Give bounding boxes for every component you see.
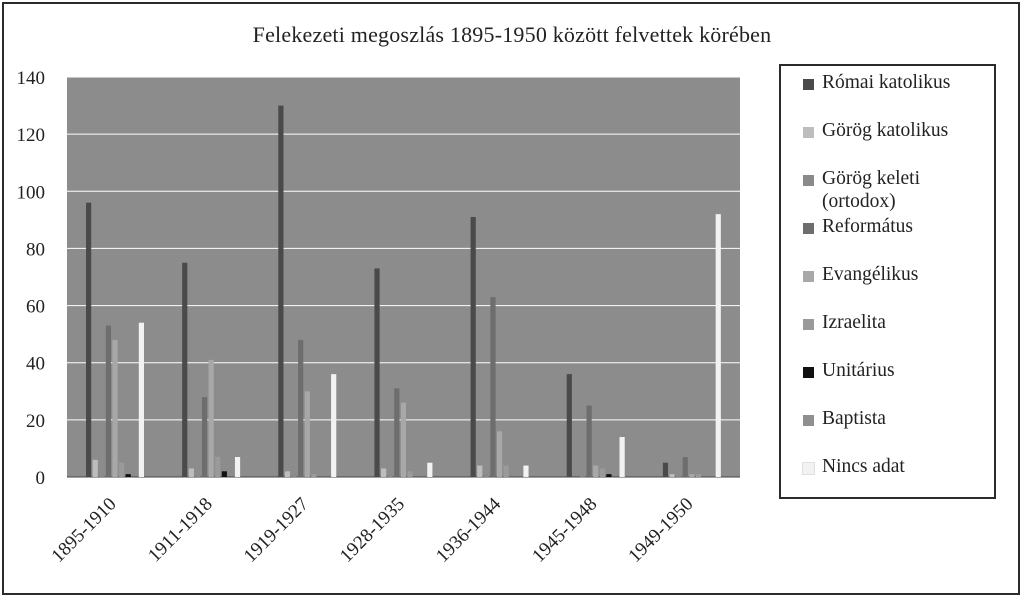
bar-evang-likus [208, 359, 214, 477]
x-tick-label: 1895-1910 [48, 494, 121, 567]
y-tick-label: 100 [17, 182, 46, 203]
bar-evang-likus [593, 465, 599, 477]
bar-evang-likus [496, 431, 503, 477]
legend-swatch [803, 175, 814, 186]
bar-reform-tus [298, 339, 304, 477]
x-tick-label: 1949-1950 [624, 494, 697, 567]
legend-label: Görög keleti (ortodox) [822, 168, 921, 212]
legend: Római katolikus Görög katolikus Görög kele… [779, 64, 996, 499]
legend-swatch [803, 127, 814, 138]
y-tick-label: 0 [36, 468, 46, 489]
bar-reform-tus [201, 397, 208, 477]
legend-label: Görög katolikus [822, 120, 949, 141]
y-tick-label: 80 [26, 239, 45, 260]
bar-g-r-g-keleti-ortodox- [291, 474, 297, 477]
y-tick-label: 120 [17, 125, 46, 146]
y-tick-label: 140 [17, 68, 46, 89]
bar-evang-likus [689, 474, 695, 477]
bar-nincs-adat [427, 462, 433, 477]
bar-r-mai-katolikus [182, 262, 188, 477]
bar-evang-likus [112, 339, 118, 477]
bar-r-mai-katolikus [470, 217, 476, 477]
x-tick-label: 1945-1948 [528, 494, 601, 567]
bar-izraelita [119, 462, 125, 477]
x-tick-label: 1928-1935 [336, 494, 409, 567]
bar-g-r-g-katolikus [477, 465, 483, 477]
legend-swatch [803, 319, 814, 330]
bar-g-r-g-keleti-ortodox- [676, 474, 682, 477]
bar-g-r-g-katolikus [381, 468, 387, 477]
bar-nincs-adat [234, 457, 241, 477]
x-tick-label: 1911-1918 [144, 494, 217, 567]
legend-label: Római katolikus [822, 72, 951, 93]
bar-reform-tus [490, 297, 496, 477]
y-tick-label: 20 [26, 411, 45, 432]
bar-r-mai-katolikus [566, 374, 572, 477]
bar-r-mai-katolikus [86, 202, 92, 477]
x-tick-label: 1936-1944 [432, 493, 505, 566]
bar-unit-rius [125, 474, 131, 477]
bar-izraelita [503, 465, 509, 477]
legend-label: Nincs adat [822, 456, 905, 477]
bar-r-mai-katolikus [374, 268, 380, 477]
bar-izraelita [695, 474, 702, 477]
bar-g-r-g-katolikus [92, 459, 98, 477]
bar-evang-likus [304, 391, 310, 477]
bar-izraelita [407, 471, 413, 477]
bar-nincs-adat [619, 437, 625, 477]
bar-g-r-g-keleti-ortodox- [579, 474, 586, 477]
legend-swatch [803, 415, 814, 426]
bar-unit-rius [606, 474, 612, 477]
bar-g-r-g-katolikus [284, 471, 291, 477]
bar-nincs-adat [523, 465, 529, 477]
legend-swatch [803, 367, 814, 378]
bar-izraelita [599, 468, 605, 477]
bar-g-r-g-keleti-ortodox- [99, 474, 105, 477]
legend-swatch [803, 271, 814, 282]
bar-nincs-adat [331, 374, 337, 477]
bar-r-mai-katolikus [662, 462, 669, 477]
bar-izraelita [311, 474, 317, 477]
bar-reform-tus [105, 325, 111, 477]
bar-r-mai-katolikus [278, 105, 284, 478]
bar-nincs-adat [715, 214, 721, 477]
legend-label: Unitárius [822, 360, 895, 381]
legend-swatch [803, 79, 814, 90]
chart-title: Felekezeti megoszlás 1895-1950 között fe… [252, 22, 772, 47]
bar-izraelita [215, 457, 221, 477]
bar-g-r-g-katolikus [188, 468, 194, 477]
legend-swatch [802, 462, 815, 475]
x-tick-label: 1919-1927 [240, 494, 313, 567]
y-tick-label: 40 [26, 354, 45, 375]
bar-nincs-adat [138, 322, 144, 477]
y-tick-label: 60 [26, 297, 45, 318]
legend-label: Baptista [822, 408, 886, 429]
bar-reform-tus [394, 388, 400, 477]
bar-reform-tus [682, 457, 688, 477]
legend-label: Izraelita [822, 312, 886, 333]
bar-g-r-g-keleti-ortodox- [195, 474, 201, 477]
bar-evang-likus [400, 402, 407, 477]
bar-g-r-g-keleti-ortodox- [483, 474, 489, 477]
bar-reform-tus [586, 405, 592, 477]
legend-swatch [803, 223, 814, 234]
legend-label: Evangélikus [822, 264, 919, 285]
bar-g-r-g-keleti-ortodox- [387, 474, 393, 477]
legend-label: Református [822, 216, 913, 237]
bar-unit-rius [221, 471, 227, 477]
bar-g-r-g-katolikus [669, 474, 675, 477]
